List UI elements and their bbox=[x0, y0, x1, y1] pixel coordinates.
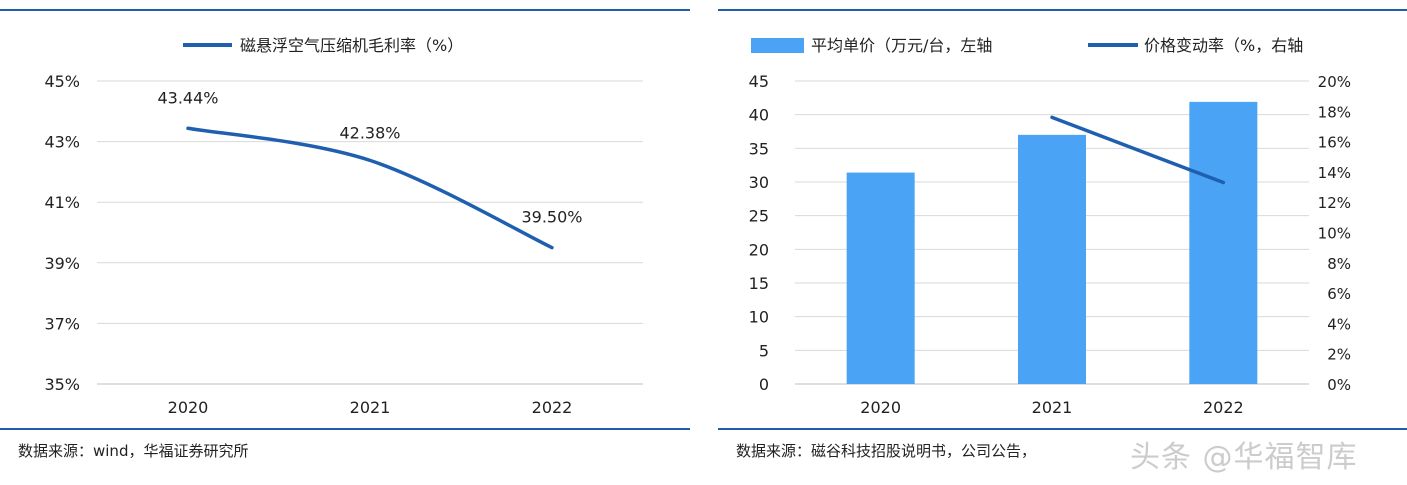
y-right-tick-label: 0% bbox=[1327, 376, 1351, 394]
y-tick-label: 43% bbox=[44, 133, 80, 152]
legend-label: 磁悬浮空气压缩机毛利率（%） bbox=[240, 36, 463, 55]
x-tick-label: 2022 bbox=[532, 398, 573, 417]
x-tick-label: 2022 bbox=[1203, 398, 1244, 417]
y-left-tick-label: 5 bbox=[759, 341, 769, 360]
price-change-line bbox=[1050, 115, 1226, 185]
y-left-tick-label: 45 bbox=[749, 72, 769, 91]
y-left-tick-label: 40 bbox=[749, 106, 769, 125]
y-right-tick-label: 8% bbox=[1327, 255, 1351, 273]
y-left-tick-label: 30 bbox=[749, 173, 769, 192]
data-label: 43.44% bbox=[157, 88, 218, 107]
gross-margin-line-chart: 磁悬浮空气压缩机毛利率（%） 35% 37% 39% 41% 43% 45% 2020 2021… bbox=[44, 36, 643, 417]
top-rule bbox=[718, 9, 1407, 11]
y-right-tick-label: 12% bbox=[1318, 194, 1351, 212]
x-tick-label: 2021 bbox=[350, 398, 391, 417]
price-bar bbox=[1018, 134, 1086, 384]
y-left-tick-label: 0 bbox=[759, 375, 769, 394]
y-left-tick-label: 15 bbox=[749, 274, 769, 293]
y-tick-label: 37% bbox=[44, 314, 80, 333]
right-chart-panel: 平均单价（万元/台，左轴 价格变动率（%，右轴 0 5 10 15 20 25 30 35 40 45… bbox=[718, 0, 1407, 485]
legend-label: 价格变动率（%，右轴 bbox=[1144, 36, 1303, 55]
y-right-tick-label: 6% bbox=[1327, 285, 1351, 303]
price-bar bbox=[1189, 101, 1258, 384]
legend-label: 平均单价（万元/台，左轴 bbox=[811, 36, 992, 55]
y-right-tick-label: 18% bbox=[1318, 103, 1351, 121]
y-tick-label: 41% bbox=[44, 193, 80, 212]
data-label: 42.38% bbox=[339, 123, 400, 142]
x-tick-label: 2020 bbox=[860, 398, 901, 417]
y-right-tick-label: 2% bbox=[1327, 346, 1351, 364]
y-right-tick-label: 16% bbox=[1318, 134, 1351, 152]
y-right-tick-label: 10% bbox=[1318, 225, 1351, 243]
y-tick-label: 35% bbox=[44, 375, 80, 394]
unit-price-combo-chart: 平均单价（万元/台，左轴 价格变动率（%，右轴 0 5 10 15 20 25 30 35 40 45… bbox=[749, 36, 1351, 417]
data-label: 39.50% bbox=[521, 208, 582, 227]
y-left-tick-label: 35 bbox=[749, 139, 769, 158]
left-chart-panel: 磁悬浮空气压缩机毛利率（%） 35% 37% 39% 41% 43% 45% 2020 2021… bbox=[0, 0, 690, 485]
source-note: 数据来源：wind，华福证券研究所 bbox=[18, 442, 249, 460]
source-note: 数据来源：磁谷科技招股说明书，公司公告， bbox=[736, 442, 1037, 460]
bottom-rule bbox=[0, 428, 690, 430]
x-tick-label: 2020 bbox=[168, 398, 209, 417]
price-bar bbox=[846, 172, 915, 384]
top-rule bbox=[0, 9, 690, 11]
y-right-tick-label: 4% bbox=[1327, 315, 1351, 333]
legend-swatch-bar bbox=[751, 38, 804, 53]
bottom-rule bbox=[718, 428, 1407, 430]
x-tick-label: 2021 bbox=[1032, 398, 1073, 417]
y-tick-label: 45% bbox=[44, 72, 80, 91]
gross-margin-line bbox=[186, 126, 554, 250]
watermark: 头条 @华福智库 bbox=[1130, 440, 1358, 475]
y-left-tick-label: 10 bbox=[749, 308, 769, 327]
y-tick-label: 39% bbox=[44, 254, 80, 273]
y-right-tick-label: 14% bbox=[1318, 164, 1351, 182]
y-left-tick-label: 20 bbox=[749, 240, 769, 259]
y-left-tick-label: 25 bbox=[749, 207, 769, 226]
y-right-tick-label: 20% bbox=[1318, 73, 1351, 91]
